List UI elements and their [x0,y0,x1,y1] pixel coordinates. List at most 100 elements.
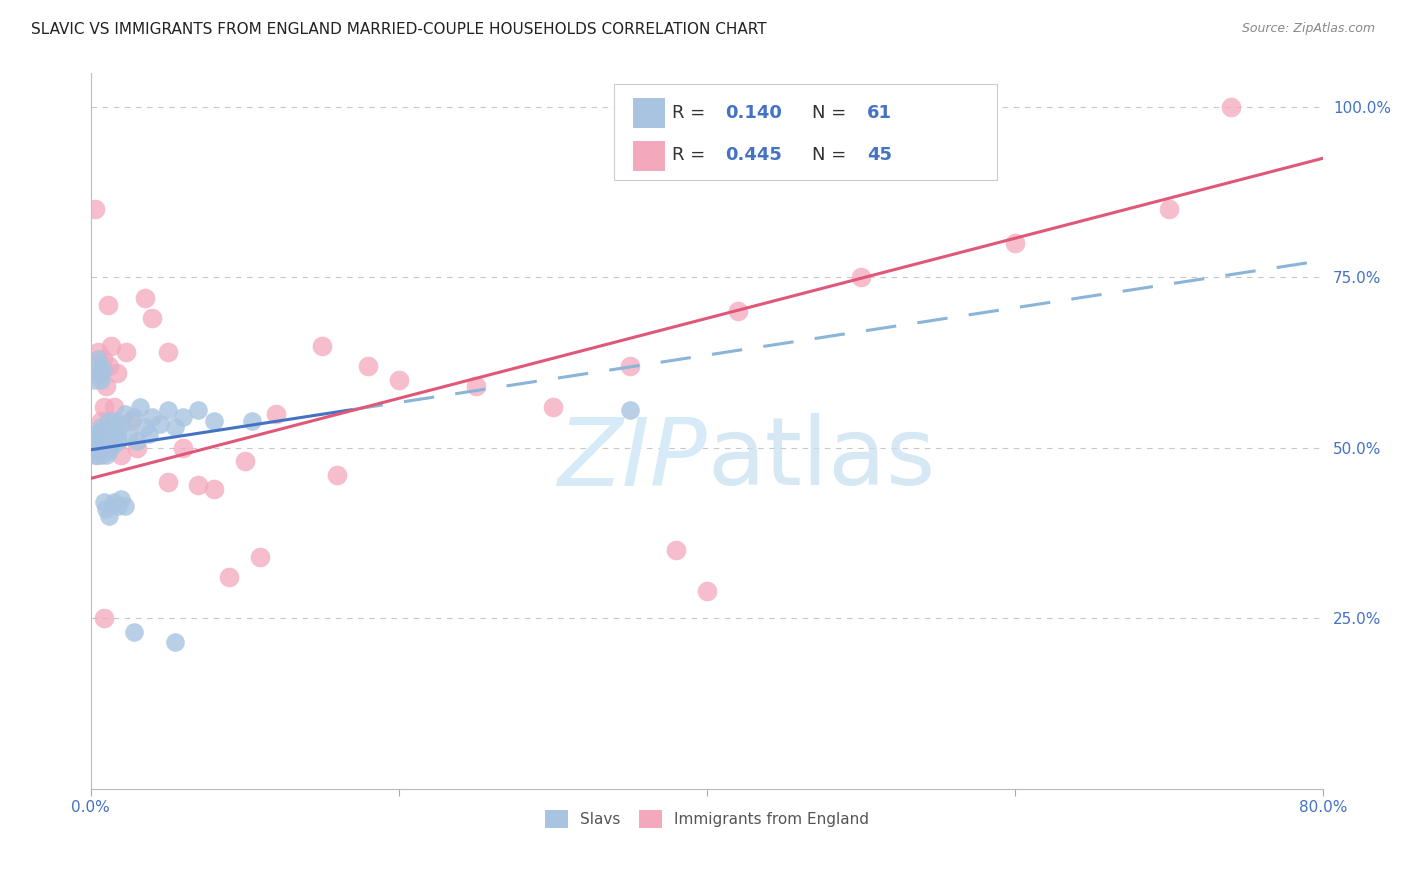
Point [94,431,117,445]
Point [82,441,104,455]
Point [464,379,486,393]
Text: R =: R = [672,146,711,164]
Point [84,448,107,462]
Point [90,413,112,427]
Point [120,413,142,427]
Point [665,543,688,558]
Point [97,441,120,455]
Point [107,499,129,513]
Point [100,434,122,448]
Point [98,444,121,458]
Point [125,434,148,448]
Point [156,475,179,489]
Point [107,434,129,448]
Point [83,434,105,448]
Point [357,359,380,373]
Point [91,352,114,367]
Point [849,270,872,285]
Point [93,611,115,625]
Point [125,441,148,455]
Point [218,570,240,584]
Point [90,448,112,462]
Legend: Slavs, Immigrants from England: Slavs, Immigrants from England [538,804,875,835]
Point [264,407,287,421]
Point [83,444,105,458]
Text: R =: R = [672,104,711,122]
Point [93,495,115,509]
Point [91,434,114,448]
Point [138,427,160,442]
Point [134,420,156,434]
Point [104,413,127,427]
Text: 0.140: 0.140 [725,104,782,122]
Point [696,583,718,598]
Point [83,437,105,451]
Point [89,366,111,380]
Text: atlas: atlas [707,413,935,506]
Point [105,427,128,442]
Point [86,359,108,373]
Point [103,495,125,509]
Text: 45: 45 [868,146,893,164]
Point [103,437,125,451]
Point [141,311,163,326]
Point [93,424,115,438]
Point [98,359,121,373]
Text: 61: 61 [868,104,893,122]
Text: Source: ZipAtlas.com: Source: ZipAtlas.com [1241,22,1375,36]
Point [118,427,141,442]
Point [89,437,111,451]
Point [90,420,112,434]
Point [89,427,111,442]
Point [93,400,115,414]
Point [202,413,225,427]
Point [91,362,114,376]
Point [242,413,264,427]
Point [619,359,641,373]
Point [89,366,111,380]
Point [165,635,187,649]
Point [105,366,128,380]
Point [114,407,136,421]
Point [86,448,108,462]
Text: 0.445: 0.445 [725,146,782,164]
Point [86,431,108,445]
Point [115,345,138,359]
Text: ZIP: ZIP [557,414,707,505]
Point [619,403,641,417]
Point [122,410,145,425]
Point [388,373,411,387]
Point [91,444,114,458]
Point [122,624,145,639]
FancyBboxPatch shape [633,98,665,128]
Point [82,434,104,448]
Point [101,420,124,434]
Point [172,410,194,425]
Point [98,427,121,442]
Point [86,441,108,455]
Point [165,420,187,434]
Point [98,508,121,523]
Point [110,417,132,431]
Point [87,345,110,359]
Point [87,434,110,448]
Point [1219,100,1241,114]
Point [110,491,132,506]
Point [82,441,104,455]
Text: N =: N = [811,146,852,164]
Point [541,400,564,414]
Point [249,549,271,564]
Point [141,410,163,425]
Point [97,298,120,312]
Point [94,502,117,516]
Point [156,403,179,417]
Point [134,291,156,305]
Point [94,448,117,462]
Point [103,400,125,414]
Point [97,413,120,427]
Point [311,338,333,352]
Point [187,478,209,492]
FancyBboxPatch shape [614,84,997,180]
Point [187,403,209,417]
Point [87,444,110,458]
